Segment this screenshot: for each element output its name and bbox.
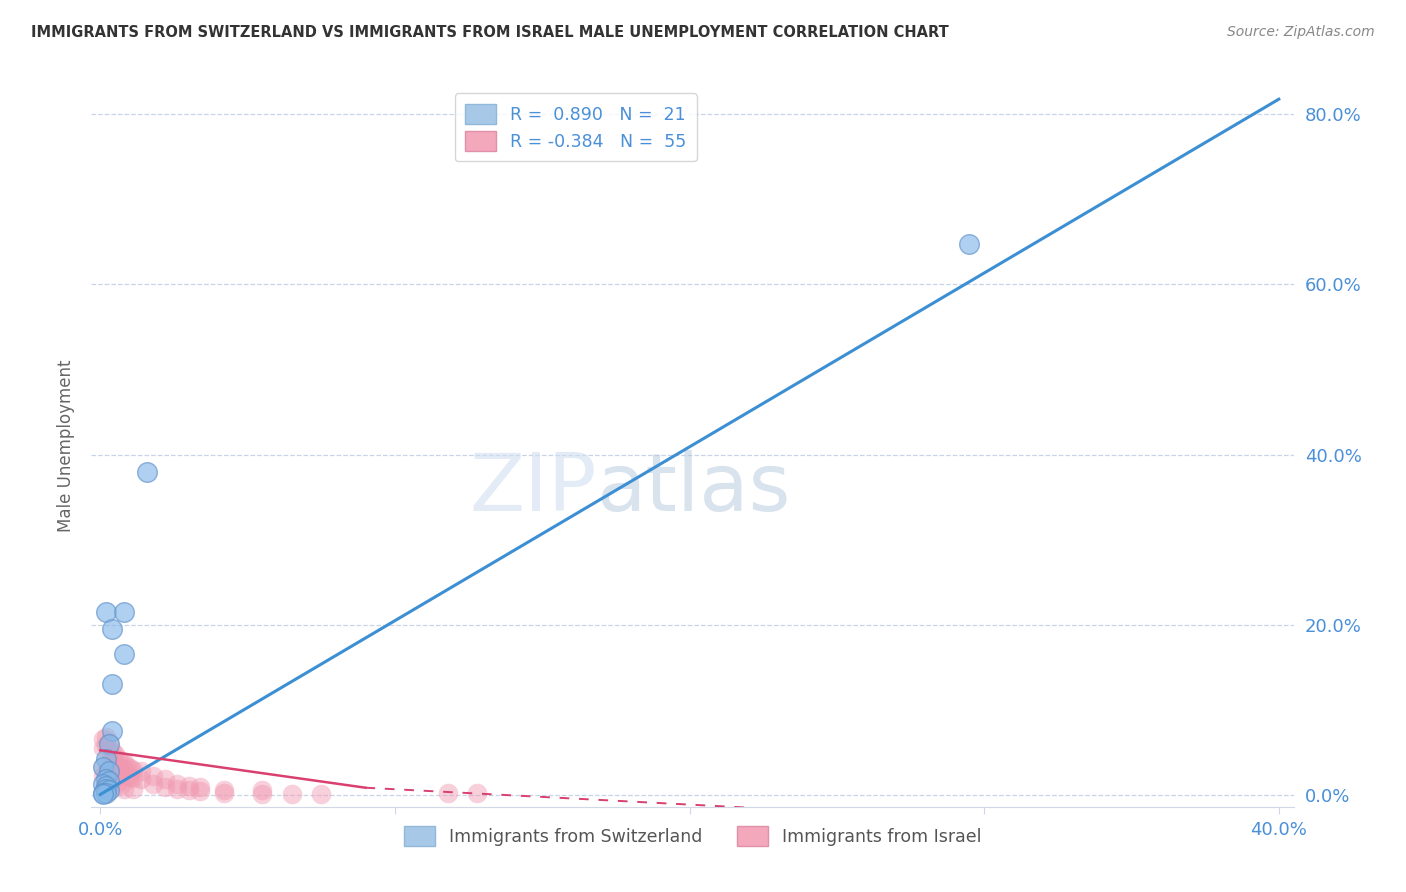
Point xyxy=(91,760,114,774)
Point xyxy=(94,772,117,787)
Point xyxy=(98,770,121,784)
Point xyxy=(136,465,159,479)
Point xyxy=(101,622,124,636)
Point xyxy=(110,778,132,792)
Point xyxy=(142,777,165,791)
Text: atlas: atlas xyxy=(596,450,790,528)
Point xyxy=(110,761,132,775)
Point xyxy=(91,769,114,783)
Text: ZIP: ZIP xyxy=(470,450,596,528)
Point xyxy=(94,765,117,780)
Point xyxy=(104,755,127,769)
Point xyxy=(252,783,274,797)
Point xyxy=(94,752,117,766)
Point xyxy=(190,784,212,798)
Point xyxy=(101,723,124,738)
Text: Source: ZipAtlas.com: Source: ZipAtlas.com xyxy=(1227,25,1375,39)
Text: IMMIGRANTS FROM SWITZERLAND VS IMMIGRANTS FROM ISRAEL MALE UNEMPLOYMENT CORRELAT: IMMIGRANTS FROM SWITZERLAND VS IMMIGRANT… xyxy=(31,25,949,40)
Point xyxy=(98,737,121,751)
Point xyxy=(112,605,135,619)
Point xyxy=(94,773,117,788)
Point xyxy=(94,782,117,797)
Point xyxy=(98,783,121,797)
Point xyxy=(437,786,460,800)
Point xyxy=(110,754,132,768)
Point xyxy=(94,730,117,744)
Point xyxy=(91,740,114,755)
Point xyxy=(153,772,176,787)
Point xyxy=(101,752,124,766)
Legend: Immigrants from Switzerland, Immigrants from Israel: Immigrants from Switzerland, Immigrants … xyxy=(396,819,988,853)
Point xyxy=(957,236,980,251)
Point xyxy=(98,764,121,778)
Point xyxy=(212,783,235,797)
Point xyxy=(101,765,124,780)
Point xyxy=(107,773,129,788)
Point xyxy=(190,780,212,794)
Point xyxy=(94,605,117,619)
Point xyxy=(280,787,302,801)
Point xyxy=(115,769,138,783)
Point xyxy=(112,647,135,661)
Point xyxy=(112,782,135,797)
Point xyxy=(91,777,114,791)
Point xyxy=(142,769,165,783)
Point xyxy=(98,743,121,757)
Point xyxy=(121,772,143,786)
Point xyxy=(153,780,176,794)
Point xyxy=(212,786,235,800)
Point xyxy=(91,732,114,747)
Point xyxy=(94,786,117,800)
Point xyxy=(177,779,200,793)
Point xyxy=(118,770,141,784)
Point xyxy=(104,747,127,761)
Point xyxy=(107,760,129,774)
Point xyxy=(166,777,188,791)
Point xyxy=(91,787,114,801)
Point xyxy=(98,773,121,788)
Point xyxy=(98,735,121,749)
Point xyxy=(131,772,153,787)
Point xyxy=(252,787,274,801)
Point xyxy=(112,755,135,769)
Point xyxy=(98,761,121,775)
Point xyxy=(104,778,127,792)
Point xyxy=(467,786,489,800)
Point xyxy=(131,764,153,778)
Point xyxy=(166,782,188,797)
Point xyxy=(94,738,117,752)
Y-axis label: Male Unemployment: Male Unemployment xyxy=(58,359,76,533)
Point xyxy=(177,783,200,797)
Point xyxy=(112,763,135,777)
Point xyxy=(101,677,124,691)
Point xyxy=(91,760,114,774)
Point xyxy=(121,763,143,777)
Point xyxy=(101,773,124,788)
Point xyxy=(91,786,114,800)
Point xyxy=(309,787,332,801)
Point xyxy=(94,779,117,793)
Point xyxy=(101,744,124,758)
Point xyxy=(118,761,141,775)
Point xyxy=(107,752,129,766)
Point xyxy=(121,782,143,797)
Point xyxy=(115,760,138,774)
